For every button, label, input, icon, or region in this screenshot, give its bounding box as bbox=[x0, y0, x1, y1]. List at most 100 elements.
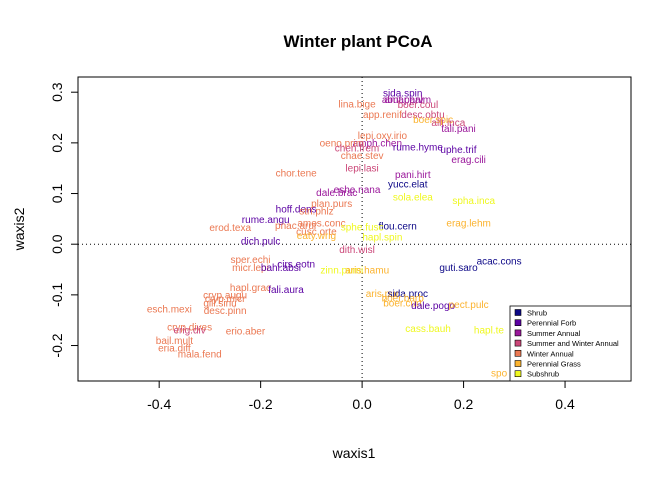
point-label: acac.cons bbox=[477, 256, 522, 267]
point-label: ames.conc bbox=[297, 218, 345, 229]
point-label: hapl.spin bbox=[362, 233, 402, 244]
point-label: bahi.absi bbox=[261, 263, 301, 274]
point-label: aris.pur bbox=[366, 289, 400, 300]
point-label: zinn.pumi bbox=[320, 266, 363, 277]
point-label: oeno.prim bbox=[320, 138, 364, 149]
legend-entry: Summer and Winter Annual bbox=[527, 339, 619, 348]
point-label: rume.angu bbox=[242, 215, 290, 226]
point-label: app.renif bbox=[363, 110, 402, 121]
point-label: erag.cili bbox=[451, 155, 485, 166]
y-tick-label: -0.1 bbox=[49, 283, 65, 307]
legend-swatch bbox=[514, 329, 522, 337]
legend-swatch bbox=[514, 370, 522, 378]
point-label: esch.mexi bbox=[147, 305, 192, 316]
point-label: cirs.eotn bbox=[277, 259, 315, 270]
legend-swatch bbox=[514, 360, 522, 367]
x-tick-label: 0.0 bbox=[352, 396, 372, 412]
point-label: spha.inca bbox=[452, 196, 495, 207]
x-tick-label: 0.4 bbox=[555, 396, 575, 412]
point-label: cryp.dives bbox=[167, 322, 212, 333]
point-label: dith.wisl bbox=[339, 245, 375, 256]
point-label: tali.pani bbox=[441, 124, 475, 135]
reference-lines bbox=[78, 77, 631, 381]
point-label: erio.aber bbox=[226, 326, 266, 337]
legend-entry: Perennial Forb bbox=[527, 319, 576, 328]
point-label: amph.chen bbox=[353, 138, 402, 149]
y-axis: -0.2 -0.1 0.0 0.1 0.2 0.3 bbox=[49, 82, 79, 358]
x-tick-label: 0.2 bbox=[454, 396, 474, 412]
legend-swatch bbox=[514, 339, 522, 347]
point-label: cass.bauh bbox=[405, 324, 451, 335]
point-label: boer.curt bbox=[383, 298, 422, 309]
point-label: flou.cern bbox=[378, 221, 416, 232]
point-label: mala.fend bbox=[178, 350, 222, 361]
point-label: micr.lepi bbox=[232, 263, 269, 274]
y-axis-label: waxis2 bbox=[11, 207, 27, 251]
point-label: fali.aura bbox=[268, 285, 304, 296]
point-label: rume.hyme bbox=[393, 142, 443, 153]
point-label: pani.hirt bbox=[395, 170, 431, 181]
point-label: hapl.grac bbox=[230, 283, 271, 294]
point-label: eaty.wrig bbox=[297, 231, 336, 242]
point-label: eria.diff bbox=[158, 344, 191, 355]
point-label: eshe.nana bbox=[334, 185, 381, 196]
point-label: yucc.elat bbox=[388, 179, 428, 190]
y-tick-label: -0.2 bbox=[49, 333, 65, 357]
point-label: dale.brac bbox=[316, 188, 357, 199]
point-label: erod.texa bbox=[209, 223, 251, 234]
x-tick-label: -0.4 bbox=[147, 396, 171, 412]
y-tick-label: 0.2 bbox=[49, 133, 65, 153]
point-label: bail.mult bbox=[156, 336, 193, 347]
legend-entry: Summer Annual bbox=[527, 329, 581, 338]
legend-swatch bbox=[514, 309, 522, 316]
point-label: boer.barb bbox=[382, 293, 425, 304]
point-label: amar.palm bbox=[384, 95, 431, 106]
point-label: stri.phlz bbox=[299, 206, 333, 217]
point-label: sper.echi bbox=[230, 255, 270, 266]
point-label: cryp.micr bbox=[205, 294, 246, 305]
point-label: uphe.trif bbox=[440, 145, 476, 156]
legend-entry: Subshrub bbox=[527, 370, 559, 379]
point-label: hapl.te bbox=[474, 325, 504, 336]
legend-entry: Winter Annual bbox=[527, 349, 574, 358]
point-label: plan.purs bbox=[311, 199, 352, 210]
point-label: boer.coul bbox=[398, 100, 439, 111]
x-tick-label: -0.2 bbox=[249, 396, 273, 412]
point-label: aris.hamu bbox=[345, 266, 389, 277]
point-label: pnac.arur bbox=[275, 221, 318, 232]
point-label: desc.obtu bbox=[401, 110, 444, 121]
point-label: boer.spic bbox=[413, 115, 453, 126]
point-label: chen.frem bbox=[335, 143, 379, 154]
y-tick-label: 0.0 bbox=[49, 234, 65, 254]
y-tick-label: 0.3 bbox=[49, 82, 65, 102]
y-tick-label: 0.1 bbox=[49, 184, 65, 204]
point-label: desc.pinn bbox=[204, 306, 247, 317]
point-label: gill.sinu bbox=[203, 298, 236, 309]
point-label: spo bbox=[491, 368, 508, 379]
point-label: abut.parv bbox=[382, 95, 424, 106]
legend-box bbox=[509, 305, 632, 382]
point-label: cryp.augu bbox=[203, 290, 247, 301]
point-label: pect.pulc bbox=[449, 300, 489, 311]
point-label: sola.elea bbox=[393, 193, 433, 204]
point-label: sida.spin bbox=[383, 89, 422, 100]
point-label: hoff.dens bbox=[276, 205, 317, 216]
point-label: sida.proc bbox=[387, 289, 428, 300]
x-axis: -0.4 -0.2 0.0 0.2 0.4 bbox=[147, 380, 575, 412]
legend-swatch bbox=[514, 319, 522, 327]
point-label: cusc.orte bbox=[296, 227, 337, 238]
point-label: dale.pogo bbox=[411, 301, 455, 312]
point-label: dich.pulc bbox=[241, 237, 280, 248]
point-label: lina.bige bbox=[338, 99, 376, 110]
point-label: chor.tene bbox=[276, 168, 318, 179]
legend-swatch bbox=[514, 349, 522, 357]
point-label: erag.lehm bbox=[446, 218, 490, 229]
x-axis-label: waxis1 bbox=[332, 445, 376, 461]
point-label: lepi.oxy.irio bbox=[358, 131, 408, 142]
legend-entry: Shrub bbox=[527, 309, 547, 318]
legend-entry: Perennial Grass bbox=[527, 360, 581, 369]
chart-title: Winter plant PCoA bbox=[283, 32, 432, 51]
